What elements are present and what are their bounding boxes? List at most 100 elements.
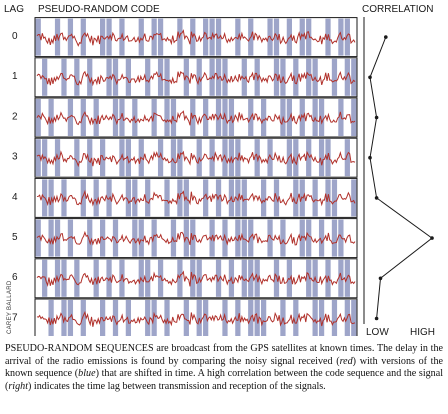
code-chip: [235, 18, 241, 56]
code-chip: [125, 179, 131, 217]
code-chip: [87, 58, 93, 96]
code-chip: [93, 99, 99, 136]
lag-row-4: 4: [12, 177, 358, 218]
code-chip: [280, 219, 286, 257]
code-chip: [48, 99, 54, 136]
row-frame: [34, 17, 358, 58]
code-chip: [222, 99, 228, 136]
correlation-line: [369, 36, 433, 319]
correlation-title: CORRELATION: [362, 4, 434, 15]
code-chip: [293, 139, 299, 177]
code-chip: [306, 58, 312, 96]
received-signal: [36, 150, 356, 168]
code-chip: [119, 259, 125, 297]
lag-number: 2: [12, 111, 18, 122]
code-chip: [203, 99, 209, 136]
code-chip: [170, 139, 177, 177]
code-chip: [293, 300, 299, 336]
code-chip: [215, 259, 222, 297]
code-chip: [351, 58, 357, 96]
code-chip: [67, 300, 74, 336]
code-chip: [151, 219, 157, 257]
code-chip: [331, 58, 338, 96]
code-chip: [145, 58, 151, 96]
code-chip: [80, 99, 86, 136]
code-chip: [112, 300, 119, 336]
correlation-point-lag-1: [368, 75, 372, 80]
code-chip: [119, 99, 125, 136]
lag-rows: 0 1 2 3 4 5 6 7: [12, 17, 358, 336]
code-chip: [106, 259, 112, 297]
code-chip: [286, 18, 292, 56]
code-chip: [35, 18, 41, 56]
code-chip: [93, 259, 99, 297]
code-chip: [318, 300, 325, 336]
code-chip: [286, 99, 292, 136]
code-chip: [145, 179, 151, 217]
code-chip: [112, 58, 119, 96]
lag-number: 7: [12, 312, 18, 323]
code-chip: [87, 139, 93, 177]
code-chip: [74, 259, 80, 297]
received-signal: [36, 29, 356, 47]
code-chip: [344, 18, 350, 56]
caption-lead: PSEUDO-RANDOM SEQUENCES: [5, 343, 154, 354]
code-chip: [241, 259, 247, 297]
lag-row-5: 5: [12, 218, 358, 259]
lag-number: 5: [12, 232, 18, 243]
correlation-point-lag-3: [368, 155, 372, 160]
caption-text-1: are broadcast from the GPS satellites at…: [5, 343, 443, 367]
lag-axis-label: LAG: [4, 4, 24, 15]
code-chip: [318, 219, 325, 257]
code-chip: [183, 219, 189, 257]
code-chip: [138, 219, 144, 257]
code-chip: [157, 139, 164, 177]
caption-text-3: ) that are shifted in time. A high corre…: [5, 368, 444, 392]
row-frame: [34, 57, 358, 98]
caption-blue: blue: [78, 368, 96, 380]
code-chip: [286, 259, 292, 297]
code-chip: [157, 18, 164, 56]
code-chip: [306, 139, 312, 177]
code-chip: [125, 139, 131, 177]
lag-row-0: 0: [12, 17, 358, 58]
code-chip: [261, 179, 267, 217]
code-chip: [299, 219, 305, 257]
code-chip: [67, 99, 74, 136]
code-chip: [325, 139, 331, 177]
code-chip: [157, 58, 164, 96]
code-chip: [235, 179, 241, 217]
caption-text-4: ) indicates the time lag between transmi…: [28, 380, 326, 392]
code-chip: [151, 18, 157, 56]
code-chip: [241, 58, 247, 96]
code-chip: [61, 300, 67, 336]
code-chip: [125, 300, 131, 336]
code-chip: [331, 219, 338, 257]
code-chip: [351, 300, 357, 336]
code-chip: [312, 300, 318, 336]
code-chip: [344, 139, 350, 177]
row-frame: [34, 258, 358, 299]
code-chip: [145, 259, 151, 297]
code-chip: [203, 18, 209, 56]
code-chip: [318, 99, 325, 136]
correlation-point-lag-4: [374, 196, 379, 200]
row-frame: [34, 298, 358, 336]
row-frame: [34, 177, 358, 218]
code-chip: [293, 179, 299, 217]
code-chip: [241, 179, 247, 217]
code-chip: [203, 179, 209, 217]
code-chip: [164, 179, 170, 217]
code-chip: [157, 259, 164, 297]
code-chip: [351, 179, 357, 217]
code-chip: [177, 259, 183, 297]
code-chip: [293, 58, 299, 96]
code-chip: [331, 300, 338, 336]
correlation-point-lag-6: [378, 276, 383, 281]
code-chip: [80, 300, 86, 336]
code-chip: [306, 259, 312, 297]
code-chip: [306, 219, 312, 257]
code-chip: [338, 99, 344, 136]
received-signal: [36, 230, 356, 246]
received-signal: [36, 270, 356, 287]
